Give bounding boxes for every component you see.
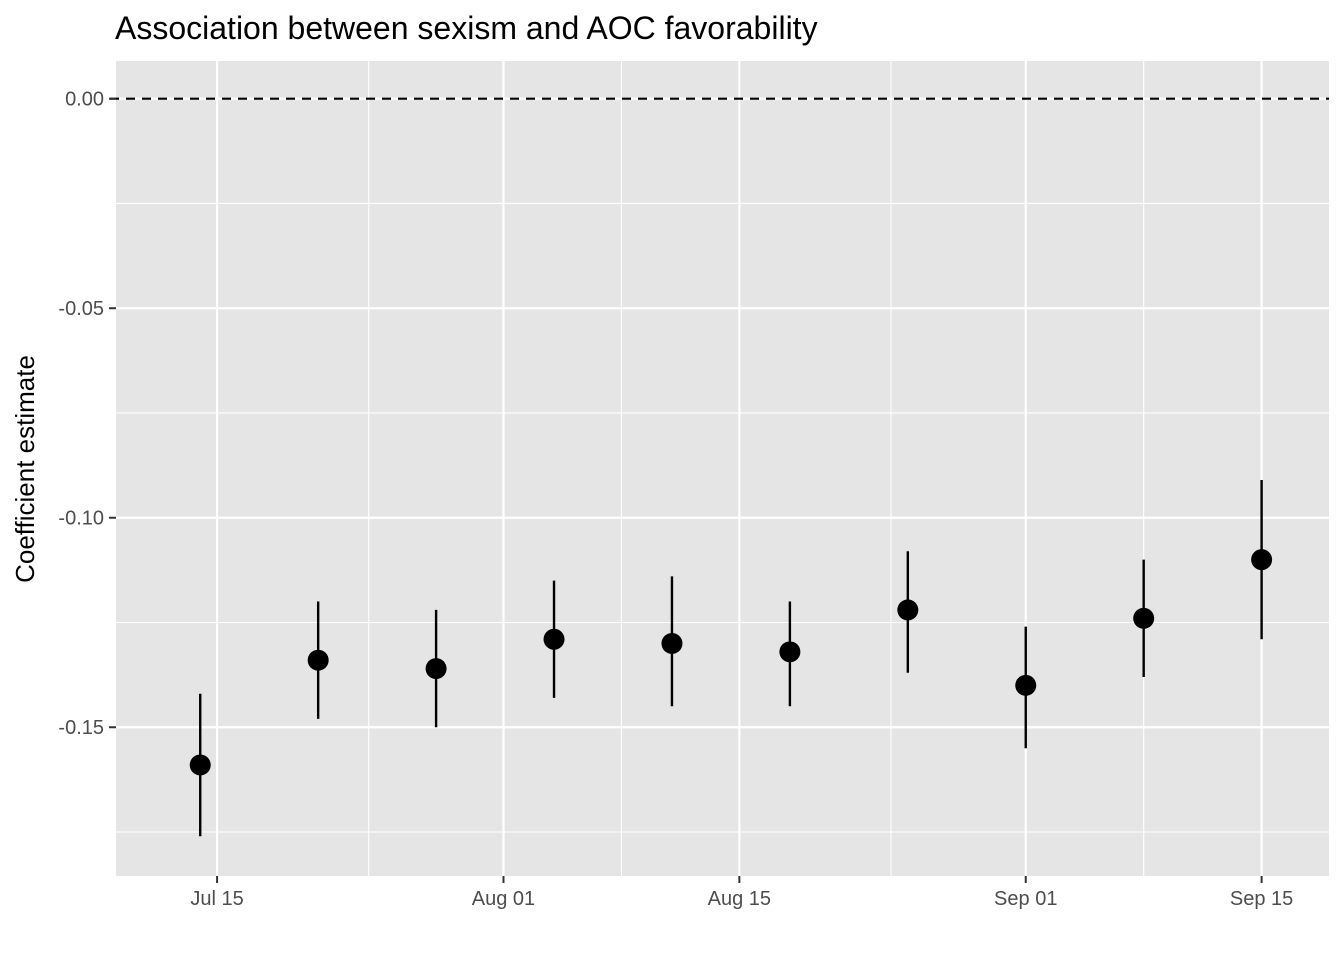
y-axis-title: Coefficient estimate (10, 355, 40, 583)
data-point (307, 649, 329, 671)
x-tick-label: Jul 15 (190, 888, 243, 910)
data-point (661, 632, 683, 654)
data-point (1251, 549, 1273, 571)
plot-panel (116, 61, 1329, 876)
data-point (897, 599, 919, 621)
data-points (189, 549, 1273, 776)
data-point (543, 628, 565, 650)
x-axis-ticks: Jul 15 Aug 01 Aug 15 Sep 01 Sep 15 (190, 876, 1293, 910)
x-tick-label: Sep 01 (994, 888, 1057, 910)
y-tick-label: -0.15 (58, 717, 104, 739)
x-tick-label: Aug 15 (708, 888, 771, 910)
y-tick-label: 0.00 (65, 89, 104, 111)
y-tick-label: -0.05 (58, 298, 104, 320)
data-point (1133, 607, 1155, 629)
y-tick-label: -0.10 (58, 508, 104, 530)
data-point (779, 641, 801, 663)
data-point (1015, 674, 1037, 696)
chart-title: Association between sexism and AOC favor… (115, 10, 818, 46)
x-tick-label: Aug 01 (472, 888, 535, 910)
data-point (425, 658, 447, 680)
y-axis-ticks: 0.00 -0.05 -0.10 -0.15 (58, 89, 116, 739)
data-point (189, 754, 211, 776)
x-tick-label: Sep 15 (1230, 888, 1293, 910)
